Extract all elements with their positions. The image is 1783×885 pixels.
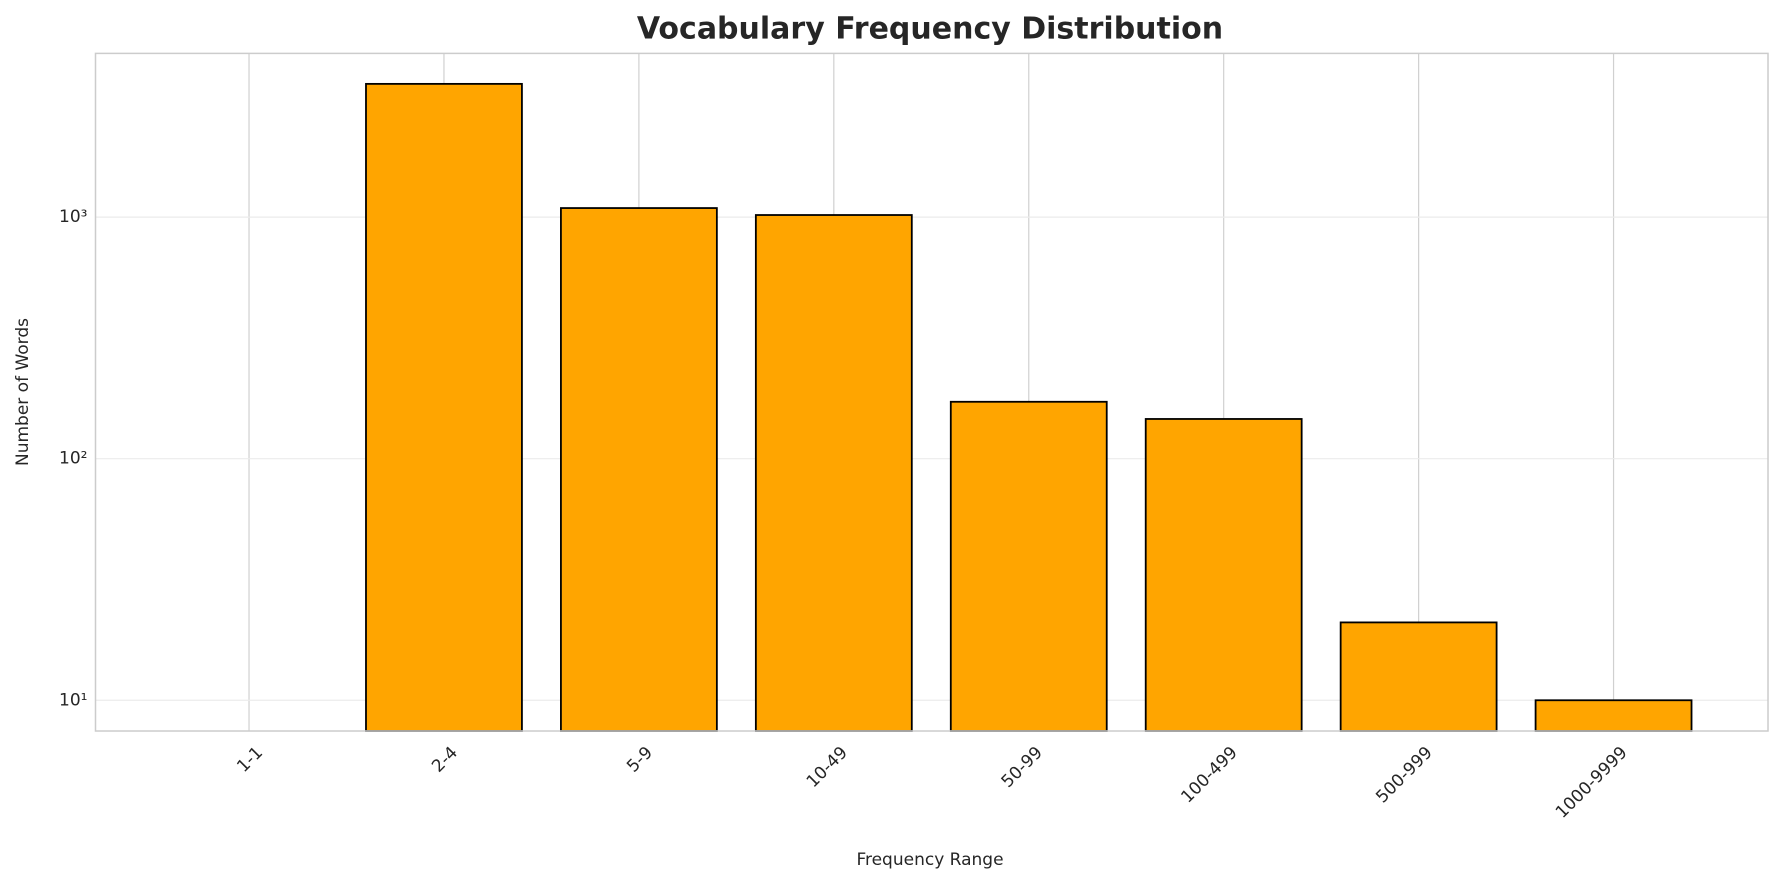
bar bbox=[1144, 418, 1303, 732]
y-axis-label: Number of Words bbox=[13, 318, 33, 466]
y-tick-label: 10¹ bbox=[59, 690, 87, 710]
x-axis-label: Frequency Range bbox=[856, 850, 1003, 870]
chart-title: Vocabulary Frequency Distribution bbox=[637, 12, 1223, 47]
x-tick-label: 10-49 bbox=[803, 743, 852, 792]
bar bbox=[949, 400, 1108, 732]
bar bbox=[754, 214, 913, 732]
bar bbox=[1339, 621, 1498, 732]
x-tick-label: 1-1 bbox=[233, 743, 267, 777]
y-tick-label: 10² bbox=[59, 449, 87, 469]
y-tick-label: 10³ bbox=[59, 207, 87, 227]
x-tick-label: 5-9 bbox=[623, 743, 657, 777]
bar bbox=[560, 207, 718, 732]
x-tick-label: 1000-9999 bbox=[1552, 743, 1632, 823]
x-tick-label: 50-99 bbox=[998, 743, 1047, 792]
x-tick-label: 500-999 bbox=[1372, 743, 1436, 807]
x-tick-label: 100-499 bbox=[1177, 743, 1241, 807]
plot-frame bbox=[94, 52, 1769, 732]
bar bbox=[1534, 699, 1693, 732]
x-tick-label: 2-4 bbox=[428, 743, 462, 777]
bar bbox=[365, 82, 523, 732]
